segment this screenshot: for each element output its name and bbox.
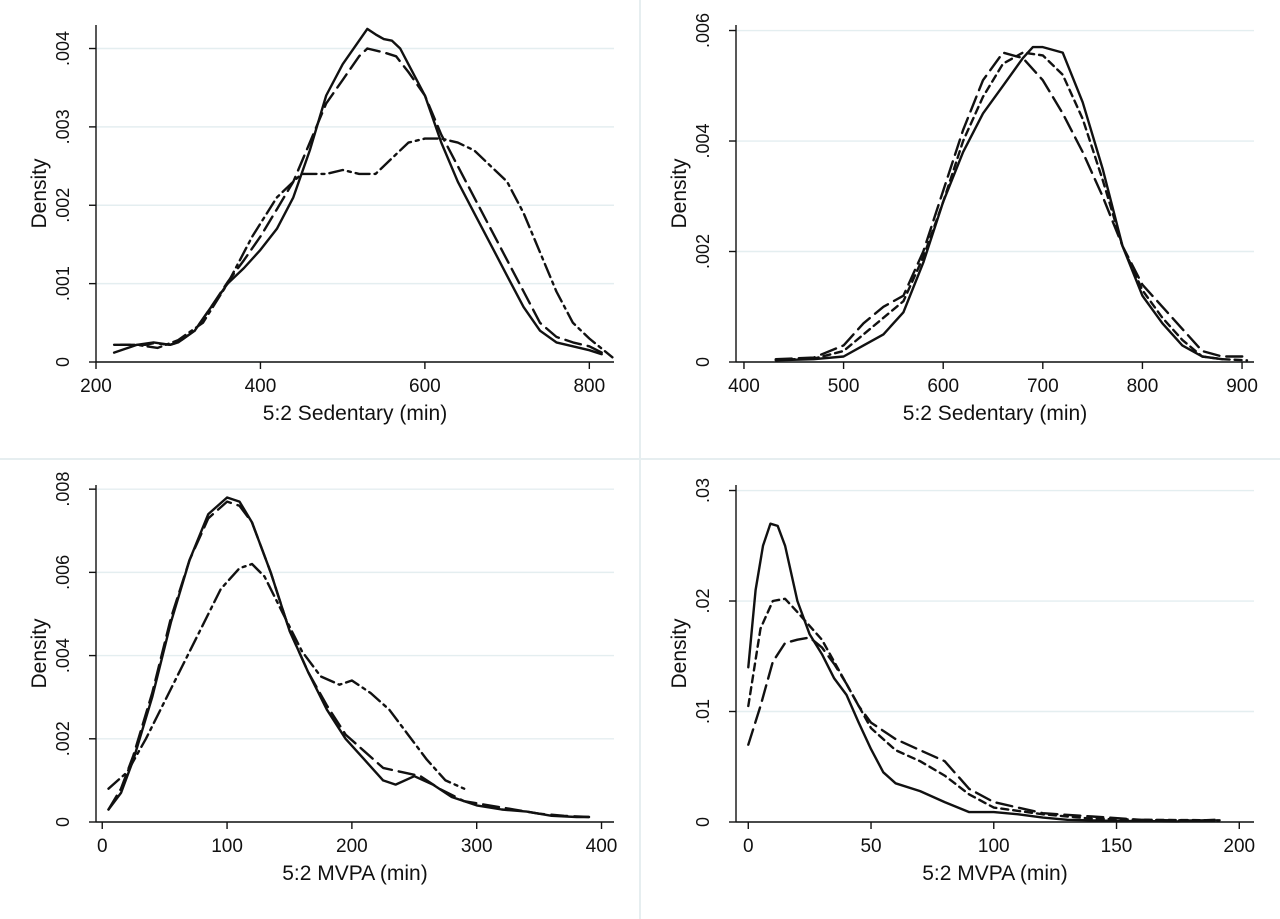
y-axis-title: Density bbox=[28, 618, 51, 689]
panel-divider-horizontal bbox=[0, 458, 1280, 460]
y-axis-title: Density bbox=[668, 158, 691, 229]
chart-panel-4: 0 .01 .02 .03 0 50 100 150 200 5:2 MVPA (min) Dens… bbox=[668, 478, 1255, 885]
chart-panel-3: 0 .002 .004 .006 .008 0 100 200 300 400 5:2 MVPA (… bbox=[28, 472, 618, 885]
x-axis-title: 5:2 MVPA (min) bbox=[282, 862, 427, 885]
chart-panel-1: 0 .001 .002 .003 .004 200 400 600 800 5:2 Sedenta… bbox=[28, 25, 614, 425]
x-tick-label: 700 bbox=[1027, 376, 1059, 397]
density-line-short-dash bbox=[774, 51, 1249, 362]
x-tick-label: 50 bbox=[860, 836, 881, 857]
x-tick-label: 900 bbox=[1226, 376, 1258, 397]
y-axis-title: Density bbox=[668, 618, 691, 689]
x-tick-label: 400 bbox=[586, 836, 618, 857]
y-axis-title: Density bbox=[28, 158, 51, 229]
x-tick-label: 800 bbox=[1127, 376, 1159, 397]
density-line-solid bbox=[747, 522, 1216, 823]
density-line-dash bbox=[112, 47, 603, 354]
x-tick-label: 600 bbox=[409, 376, 441, 397]
density-line-solid bbox=[107, 496, 591, 819]
y-tick-label: .006 bbox=[53, 555, 73, 590]
x-tick-label: 400 bbox=[245, 376, 277, 397]
y-tick-label: .002 bbox=[53, 721, 73, 756]
x-tick-label: 100 bbox=[978, 836, 1010, 857]
y-tick-label: .004 bbox=[693, 123, 713, 158]
density-line-dash bbox=[747, 636, 1216, 823]
x-axis-title: 5:2 MVPA (min) bbox=[922, 862, 1067, 885]
x-axis-title: 5:2 Sedentary (min) bbox=[903, 402, 1087, 425]
x-tick-label: 0 bbox=[743, 836, 754, 857]
density-line-short-dash bbox=[747, 597, 1221, 822]
x-tick-label: 150 bbox=[1101, 836, 1133, 857]
chart-panel-2: 0 .002 .004 .006 400 500 600 700 800 900 5:2 Seden… bbox=[668, 13, 1258, 425]
x-tick-label: 200 bbox=[80, 376, 112, 397]
y-tick-label: .002 bbox=[693, 234, 713, 269]
y-tick-label: .02 bbox=[693, 589, 713, 614]
x-tick-label: 100 bbox=[211, 836, 243, 857]
y-tick-label: 0 bbox=[53, 817, 73, 827]
density-line-dash bbox=[774, 51, 1249, 361]
y-tick-label: 0 bbox=[693, 357, 713, 367]
y-tick-label: .004 bbox=[53, 638, 73, 673]
x-tick-label: 200 bbox=[336, 836, 368, 857]
density-line-dash bbox=[107, 500, 591, 819]
x-tick-label: 500 bbox=[828, 376, 860, 397]
x-tick-label: 800 bbox=[573, 376, 605, 397]
x-axis-title: 5:2 Sedentary (min) bbox=[263, 402, 447, 425]
density-line-solid bbox=[112, 27, 603, 356]
density-line-solid bbox=[774, 45, 1224, 362]
y-tick-label: .003 bbox=[53, 109, 73, 144]
x-tick-label: 400 bbox=[728, 376, 760, 397]
x-tick-label: 0 bbox=[97, 836, 108, 857]
y-tick-label: .006 bbox=[693, 13, 713, 48]
x-tick-label: 200 bbox=[1223, 836, 1255, 857]
y-tick-label: .001 bbox=[53, 266, 73, 301]
y-tick-label: .008 bbox=[53, 472, 73, 507]
y-tick-label: .01 bbox=[693, 699, 713, 724]
y-tick-label: .03 bbox=[693, 478, 713, 503]
density-line-dashdot bbox=[107, 562, 466, 790]
x-tick-label: 600 bbox=[927, 376, 959, 397]
x-tick-label: 300 bbox=[461, 836, 493, 857]
y-tick-label: .004 bbox=[53, 31, 73, 66]
y-tick-label: 0 bbox=[53, 357, 73, 367]
y-tick-label: .002 bbox=[53, 188, 73, 223]
density-line-dashdot bbox=[119, 137, 614, 359]
y-tick-label: 0 bbox=[693, 817, 713, 827]
